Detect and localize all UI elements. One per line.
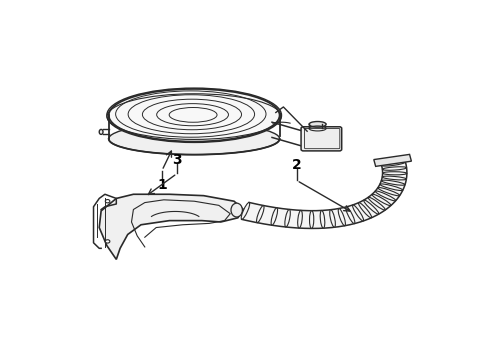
- Ellipse shape: [298, 210, 302, 228]
- Ellipse shape: [346, 207, 355, 224]
- Ellipse shape: [375, 191, 396, 201]
- Ellipse shape: [378, 188, 400, 196]
- Ellipse shape: [285, 210, 290, 227]
- Polygon shape: [242, 162, 407, 229]
- Ellipse shape: [382, 167, 407, 170]
- Ellipse shape: [381, 180, 405, 185]
- Text: 2: 2: [292, 158, 301, 172]
- Ellipse shape: [310, 211, 314, 229]
- Ellipse shape: [372, 194, 391, 206]
- Ellipse shape: [309, 122, 326, 127]
- Ellipse shape: [105, 199, 110, 203]
- FancyBboxPatch shape: [301, 127, 342, 151]
- Ellipse shape: [380, 184, 403, 190]
- Ellipse shape: [330, 210, 335, 227]
- Ellipse shape: [383, 172, 407, 175]
- Polygon shape: [99, 194, 244, 260]
- Ellipse shape: [382, 162, 405, 166]
- Ellipse shape: [241, 202, 250, 219]
- Ellipse shape: [364, 200, 379, 214]
- Ellipse shape: [352, 205, 364, 221]
- Ellipse shape: [231, 203, 243, 217]
- Ellipse shape: [338, 208, 345, 226]
- Ellipse shape: [109, 89, 280, 141]
- Ellipse shape: [109, 123, 280, 155]
- Text: 1: 1: [157, 177, 167, 192]
- Ellipse shape: [382, 176, 406, 180]
- Polygon shape: [374, 154, 412, 166]
- Ellipse shape: [359, 203, 371, 218]
- Ellipse shape: [105, 240, 110, 243]
- Ellipse shape: [368, 197, 385, 210]
- Ellipse shape: [320, 211, 325, 228]
- Ellipse shape: [257, 206, 264, 223]
- Text: 3: 3: [172, 153, 182, 167]
- Ellipse shape: [99, 129, 103, 134]
- Ellipse shape: [271, 208, 277, 225]
